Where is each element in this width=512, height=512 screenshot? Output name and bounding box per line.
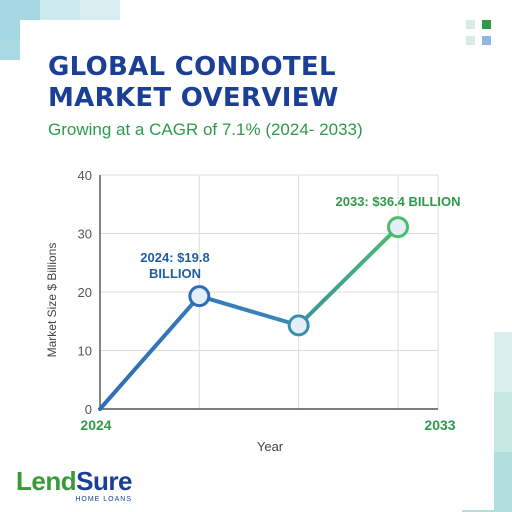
data-point [287,314,310,337]
y-tick-label: 40 [78,168,92,183]
logo-name-part-1: Lend [16,466,77,496]
y-tick-label: 20 [78,285,92,300]
title-line-1: GLOBAL CONDOTEL [48,52,336,82]
logo-name-part-2: Sure [76,466,132,496]
y-axis-label: Market Size $ Billions [45,243,59,358]
lendsure-logo: LendSure HOME LOANS [6,460,138,508]
logo-tagline: HOME LOANS [75,496,132,503]
page-title: GLOBAL CONDOTEL MARKET OVERVIEW [48,52,339,114]
x-tick-label: 2033 [424,417,455,433]
data-point [188,285,211,308]
decorative-squares [466,20,496,50]
y-tick-label: 10 [78,344,92,359]
subtitle: Growing at a CAGR of 7.1% (2024- 2033) [48,120,363,139]
y-tick-label: 30 [78,227,92,242]
x-axis-label: Year [257,439,284,454]
data-point [387,216,409,239]
title-line-2: MARKET OVERVIEW [48,83,339,113]
logo-wordmark: LendSure [16,466,132,497]
y-tick-label: 0 [85,402,92,417]
chart-card [20,20,494,510]
annotation-2033: 2033: $36.4 BILLION [336,194,461,209]
series-line [98,225,400,411]
x-tick-label: 2024 [80,417,111,433]
annotation-2024-line2: BILLION [149,266,201,281]
annotation-2024-line1: 2024: $19.8 [140,250,209,265]
